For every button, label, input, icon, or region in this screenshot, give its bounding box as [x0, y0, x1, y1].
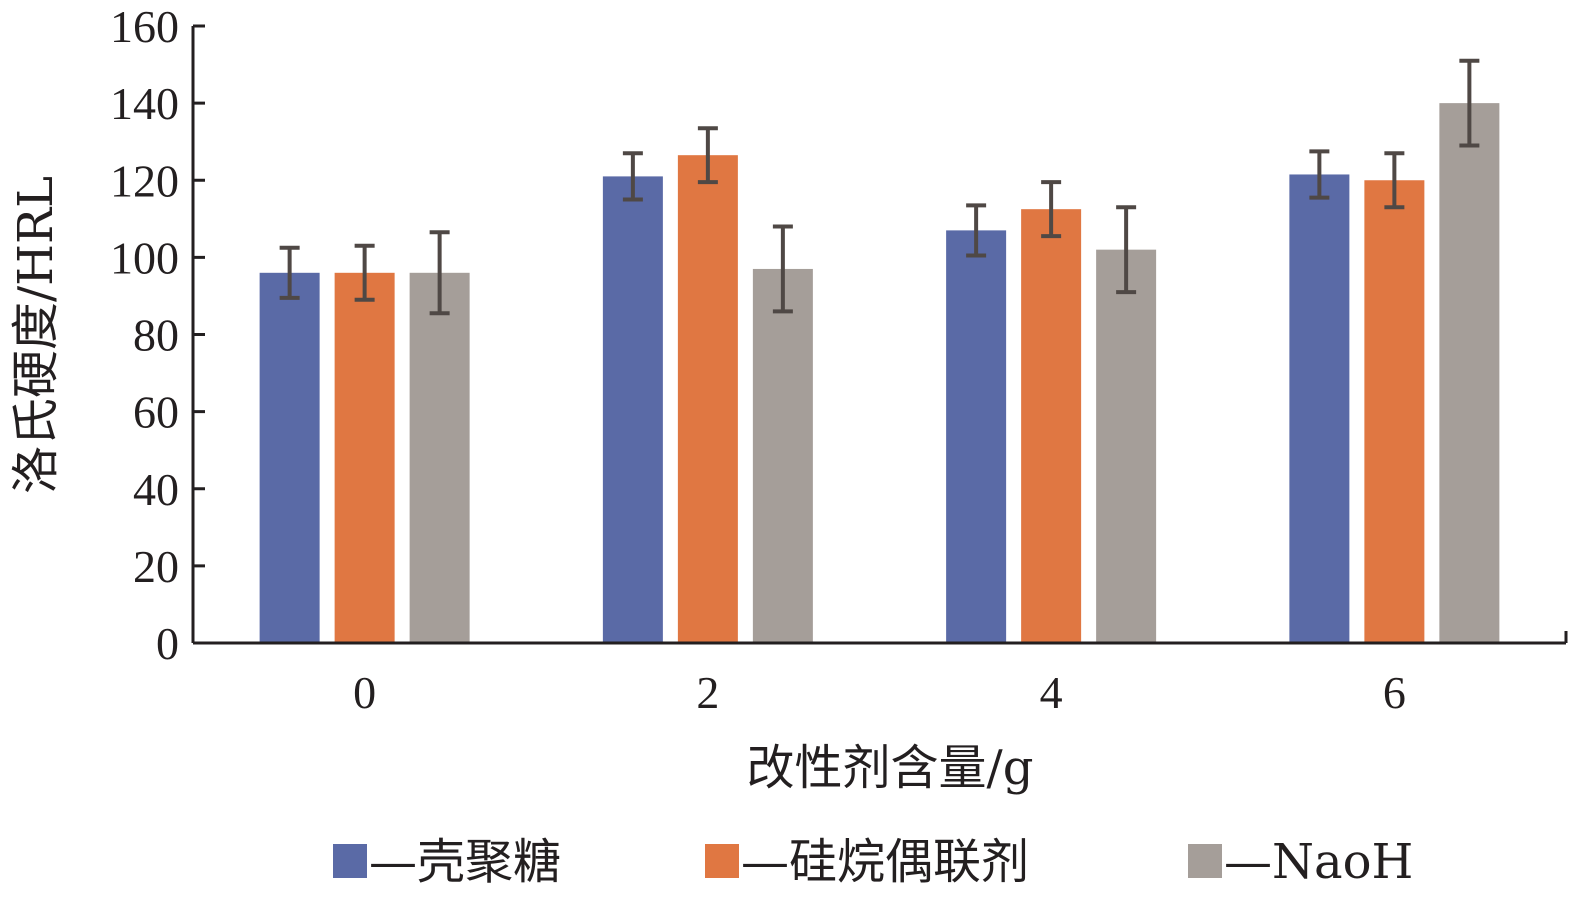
x-tick-label: 2: [696, 667, 719, 718]
legend-swatch: [333, 844, 367, 878]
bar: [259, 272, 320, 643]
y-tick-label: 80: [133, 310, 179, 361]
x-tick-label: 0: [353, 667, 376, 718]
bar: [752, 268, 813, 643]
y-axis: 0 20 40 60 80 100 120 140 160: [110, 1, 205, 669]
bar: [334, 272, 395, 643]
y-tick-label: 0: [156, 618, 179, 669]
plot-area: [259, 58, 1500, 644]
y-tick-label: 60: [133, 387, 179, 438]
bar: [946, 230, 1007, 643]
y-tick-label: 100: [110, 232, 179, 283]
x-axis: 0 2 4 6: [193, 631, 1568, 718]
x-tick-label: 6: [1383, 667, 1406, 718]
bar: [1364, 180, 1425, 643]
y-tick-label: 20: [133, 541, 179, 592]
bar: [602, 176, 663, 644]
bar: [1289, 174, 1350, 643]
legend-label: —硅烷偶联剂: [741, 834, 1029, 890]
legend-swatch: [705, 844, 739, 878]
bar: [1439, 103, 1500, 643]
legend-label: —壳聚糖: [369, 834, 561, 890]
bar: [1021, 209, 1082, 643]
y-tick-label: 40: [133, 464, 179, 515]
bar: [409, 272, 470, 643]
bar: [1096, 249, 1157, 643]
legend-label: —NaoH: [1224, 834, 1413, 890]
x-axis-title: 改性剂含量/g: [747, 740, 1034, 796]
y-axis-title: 洛氏硬度/HRL: [8, 176, 64, 494]
legend-swatch: [1188, 844, 1222, 878]
x-tick-label: 4: [1040, 667, 1063, 718]
y-tick-label: 120: [110, 155, 179, 206]
y-tick-label: 160: [110, 1, 179, 52]
bar: [677, 155, 738, 643]
legend: —壳聚糖 —硅烷偶联剂 —NaoH: [333, 834, 1413, 890]
y-tick-label: 140: [110, 78, 179, 129]
